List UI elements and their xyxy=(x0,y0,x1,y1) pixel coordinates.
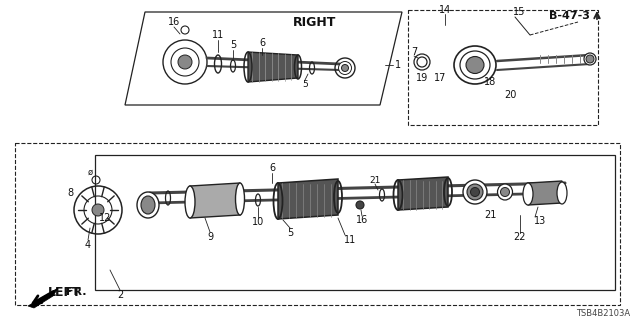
Text: 18: 18 xyxy=(484,77,496,87)
Text: FR.: FR. xyxy=(66,287,86,297)
Ellipse shape xyxy=(500,188,509,196)
Text: 1: 1 xyxy=(395,60,401,70)
Ellipse shape xyxy=(466,57,484,74)
Text: 10: 10 xyxy=(252,217,264,227)
Ellipse shape xyxy=(557,182,567,204)
Text: 13: 13 xyxy=(534,216,546,226)
Circle shape xyxy=(181,26,189,34)
Ellipse shape xyxy=(460,51,490,79)
Text: 4: 4 xyxy=(85,240,91,250)
Text: 5: 5 xyxy=(287,228,293,238)
Polygon shape xyxy=(278,179,338,219)
Text: 14: 14 xyxy=(439,5,451,15)
Text: 17: 17 xyxy=(434,73,446,83)
Text: 12: 12 xyxy=(99,213,111,223)
Polygon shape xyxy=(528,181,562,205)
Ellipse shape xyxy=(342,65,349,71)
Circle shape xyxy=(178,55,192,69)
Text: 2: 2 xyxy=(117,290,123,300)
Text: 16: 16 xyxy=(356,215,368,225)
Text: 21: 21 xyxy=(369,175,381,185)
Ellipse shape xyxy=(470,188,479,196)
Ellipse shape xyxy=(584,53,596,65)
Circle shape xyxy=(586,55,594,63)
Text: 5: 5 xyxy=(230,40,236,50)
Polygon shape xyxy=(248,52,298,82)
Text: 19: 19 xyxy=(416,73,428,83)
Text: 7: 7 xyxy=(411,47,417,57)
Text: 8: 8 xyxy=(67,188,73,198)
Text: 6: 6 xyxy=(259,38,265,48)
Ellipse shape xyxy=(463,180,487,204)
Text: 15: 15 xyxy=(513,7,525,17)
Text: 9: 9 xyxy=(207,232,213,242)
Circle shape xyxy=(356,201,364,209)
Ellipse shape xyxy=(141,196,155,214)
Ellipse shape xyxy=(523,183,533,205)
Text: RIGHT: RIGHT xyxy=(293,15,337,28)
Ellipse shape xyxy=(236,183,244,215)
Text: ø: ø xyxy=(88,167,93,177)
Text: 16: 16 xyxy=(168,17,180,27)
Ellipse shape xyxy=(137,192,159,218)
Ellipse shape xyxy=(467,184,483,200)
Text: 20: 20 xyxy=(504,90,516,100)
Text: 5: 5 xyxy=(302,79,308,89)
Text: LEFT: LEFT xyxy=(48,285,82,299)
Ellipse shape xyxy=(339,61,351,75)
Text: 22: 22 xyxy=(514,232,526,242)
Polygon shape xyxy=(398,177,448,210)
Ellipse shape xyxy=(497,184,513,200)
Ellipse shape xyxy=(185,186,195,218)
Text: 11: 11 xyxy=(344,235,356,245)
Text: B-47-3: B-47-3 xyxy=(549,11,590,21)
Text: 11: 11 xyxy=(212,30,224,40)
Text: TSB4B2103A: TSB4B2103A xyxy=(576,309,630,318)
Text: 21: 21 xyxy=(484,210,496,220)
Text: 6: 6 xyxy=(269,163,275,173)
Polygon shape xyxy=(190,183,240,218)
Circle shape xyxy=(92,204,104,216)
Polygon shape xyxy=(28,288,58,308)
